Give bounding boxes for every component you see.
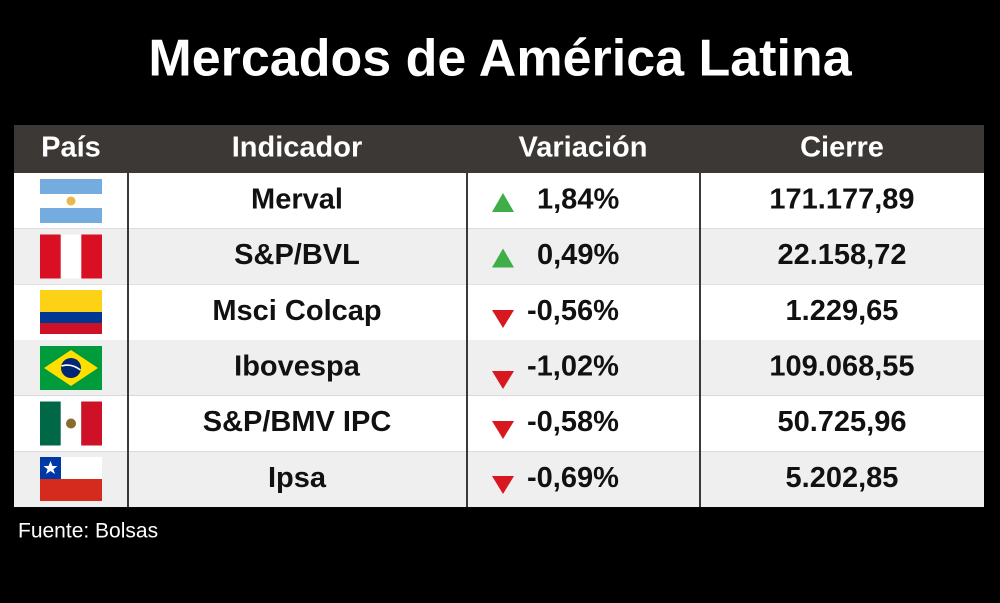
arrow-up <box>492 248 514 268</box>
indicator-cell: Ipsa <box>268 462 327 494</box>
variation-cell: -0,69% <box>527 462 619 494</box>
variation-cell: -0,58% <box>527 406 619 438</box>
indicator-cell: Msci Colcap <box>212 295 381 327</box>
title: Mercados de América Latina <box>148 30 852 88</box>
table-row <box>14 340 984 396</box>
arrow-down <box>492 421 514 439</box>
source: Fuente: Bolsas <box>18 520 158 543</box>
arrow-down <box>492 476 514 494</box>
flag-mexico <box>40 401 102 446</box>
header-row <box>14 125 984 173</box>
close-cell: 109.068,55 <box>769 351 914 383</box>
arrow-down <box>492 371 514 389</box>
header-cell: Cierre <box>800 132 884 164</box>
variation-cell: -0,56% <box>527 295 619 327</box>
close-cell: 22.158,72 <box>777 239 906 271</box>
flag-chile <box>40 457 102 501</box>
close-cell: 171.177,89 <box>769 183 914 215</box>
indicator-cell: S&P/BMV IPC <box>203 406 392 438</box>
arrow-down <box>492 310 514 328</box>
close-cell: 5.202,85 <box>786 462 899 494</box>
header-cell: Variación <box>519 132 648 164</box>
header-cell: País <box>41 132 101 164</box>
variation-cell: 1,84% <box>537 183 619 215</box>
variation-cell: -1,02% <box>527 351 619 383</box>
flag-peru <box>40 234 102 279</box>
header-cell: Indicador <box>232 132 363 164</box>
flag-colombia <box>40 290 102 334</box>
arrows <box>492 193 514 494</box>
flag-brazil <box>40 346 102 390</box>
indicator-cell: Merval <box>251 183 343 215</box>
indicator-cell: S&P/BVL <box>234 239 360 271</box>
flag-argentina <box>40 179 102 223</box>
close-cell: 50.725,96 <box>777 406 906 438</box>
flags <box>40 179 102 501</box>
arrow-up <box>492 193 514 212</box>
variation-cell: 0,49% <box>537 239 619 271</box>
indicator-cell: Ibovespa <box>234 351 361 383</box>
close-cell: 1.229,65 <box>786 295 899 327</box>
